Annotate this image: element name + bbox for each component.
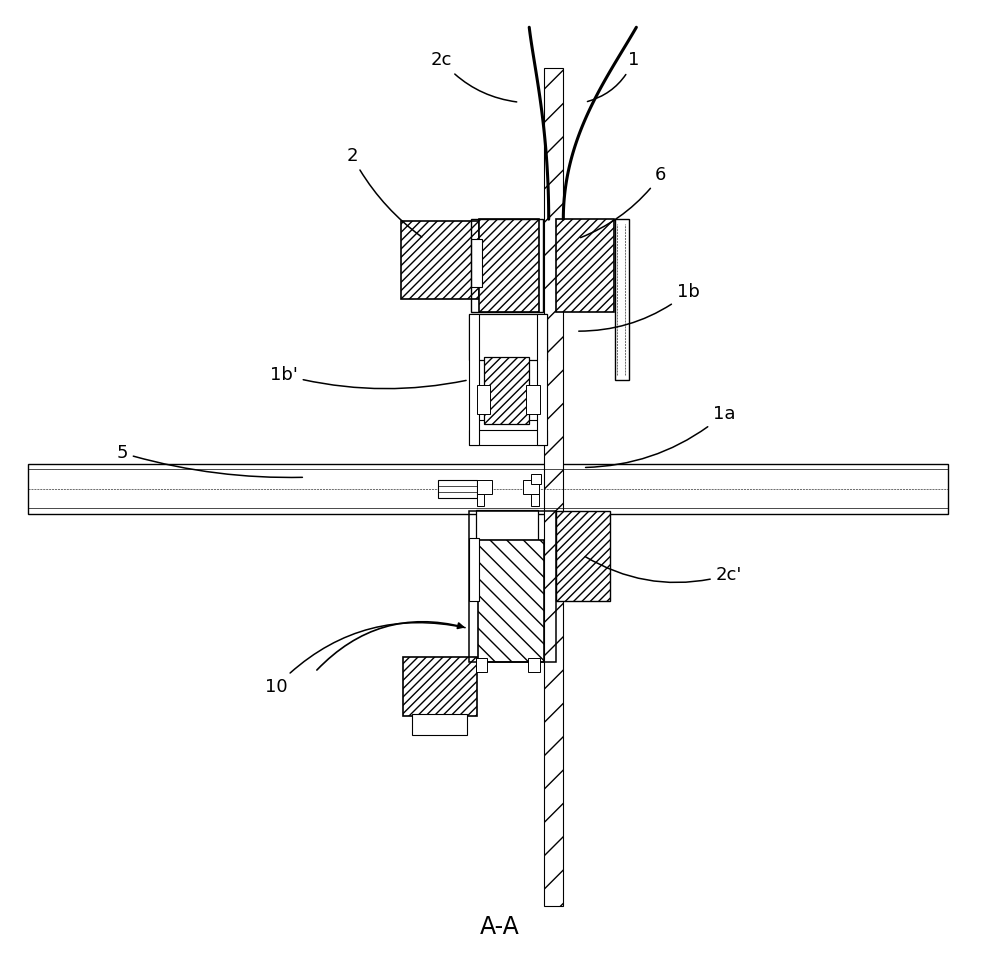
Bar (615, 219, 629, 380)
Bar (556, 219, 614, 312)
Bar (412, 714, 467, 735)
Text: 2c': 2c' (585, 556, 742, 583)
Bar (28, 464, 948, 514)
Bar (531, 474, 541, 484)
Text: 1: 1 (587, 52, 639, 101)
Text: 10: 10 (265, 622, 465, 695)
Bar (477, 494, 484, 506)
Text: 5: 5 (116, 444, 302, 477)
Bar (469, 314, 547, 360)
Text: 2: 2 (346, 147, 422, 237)
Bar (438, 480, 477, 498)
Bar (469, 538, 479, 601)
Bar (478, 540, 544, 662)
Text: 2c: 2c (431, 52, 517, 102)
Bar (531, 494, 539, 506)
Bar (537, 314, 547, 445)
Bar (403, 657, 477, 716)
Text: 1b': 1b' (270, 366, 466, 389)
Bar (471, 219, 543, 312)
Bar (484, 357, 529, 424)
Bar (476, 510, 538, 540)
Text: 1b: 1b (579, 283, 699, 331)
Text: 1a: 1a (586, 405, 735, 468)
Text: 6: 6 (581, 167, 666, 238)
Bar (469, 430, 547, 445)
Bar (479, 219, 539, 312)
Bar (476, 658, 487, 672)
Bar (523, 480, 539, 494)
Bar (476, 420, 538, 433)
Bar (544, 68, 563, 906)
Bar (471, 239, 482, 287)
Bar (477, 385, 490, 414)
Bar (556, 511, 610, 601)
Bar (528, 658, 540, 672)
Text: A-A: A-A (480, 916, 520, 939)
Bar (526, 385, 540, 414)
Bar (469, 314, 479, 445)
Bar (469, 511, 556, 662)
Bar (477, 480, 492, 494)
Bar (401, 221, 479, 299)
